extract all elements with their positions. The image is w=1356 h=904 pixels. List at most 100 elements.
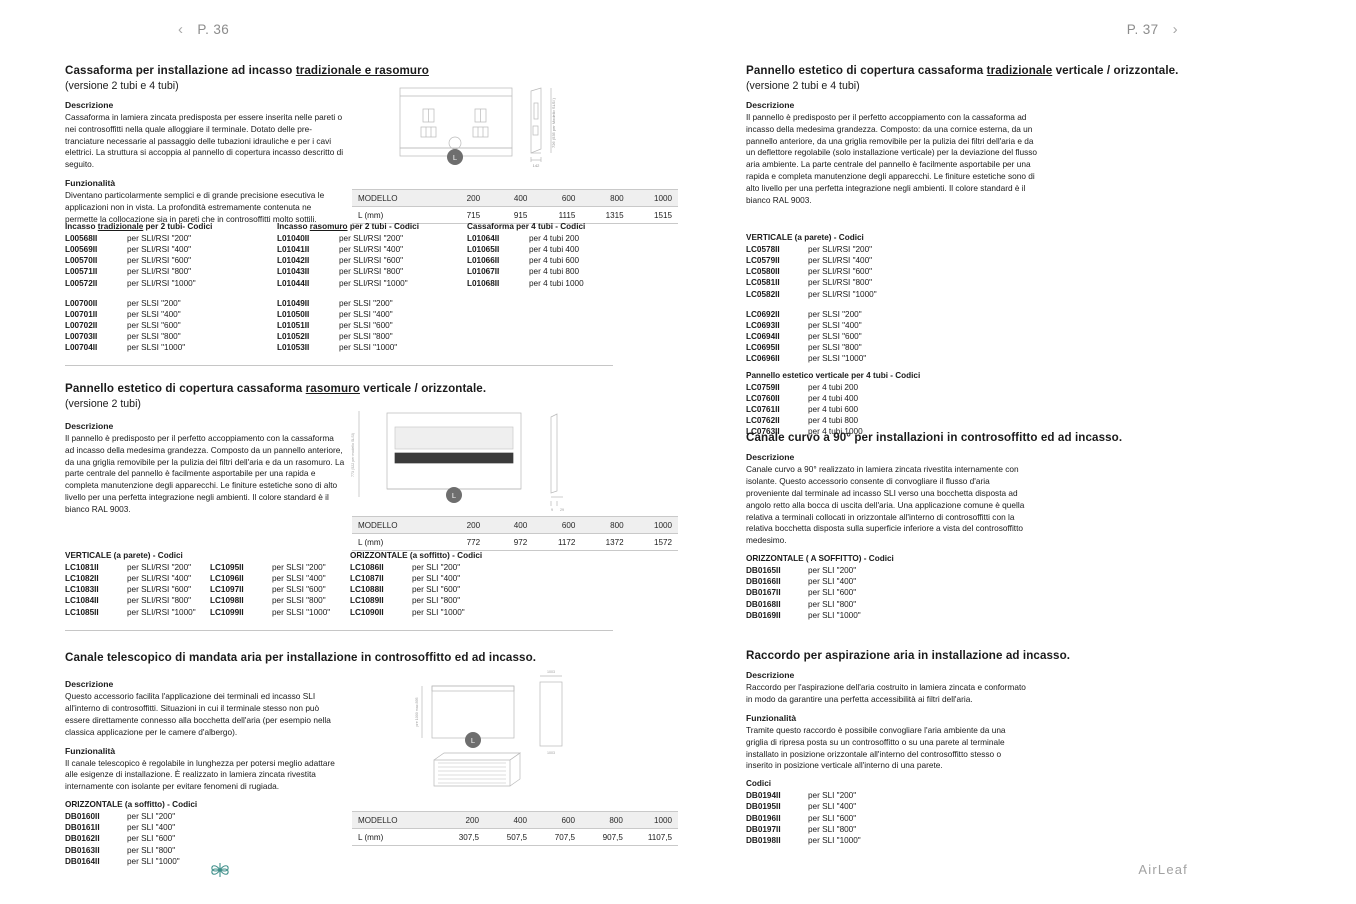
- list-item: LC1085II per SLI/RSI "1000": [65, 607, 196, 617]
- code-list: LC1095II per SLSI "200" LC1096II per SLSI …: [210, 562, 350, 618]
- heading-descrizione: Descrizione: [746, 99, 795, 110]
- list-item: DB0198II per SLI "1000": [746, 835, 861, 845]
- list-item: L00572II per SLI/RSI "1000": [65, 278, 196, 288]
- list-item: L00701II per SLSI "400": [65, 309, 181, 319]
- list-item: DB0162II per SLI "600": [65, 834, 176, 844]
- list-item: DB0169II per SLI "1000": [746, 610, 861, 620]
- code-group-heading: Pannello estetico verticale per 4 tubi -…: [746, 370, 921, 380]
- heading-descrizione: Descrizione: [65, 420, 114, 431]
- L-badge-label: L: [471, 736, 475, 745]
- table-header-row: MODELLO 200 400 600 800 1000: [352, 811, 678, 829]
- list-item: LC0581II per SLI/RSI "800": [746, 278, 873, 288]
- pager-right[interactable]: P. 37 ›: [1127, 22, 1178, 37]
- chevron-left-icon[interactable]: ‹: [178, 21, 184, 38]
- list-item: DB0196II per SLI "600": [746, 813, 857, 823]
- list-item: L00570II per SLI/RSI "600": [65, 256, 192, 266]
- list-item: L00703II per SLSI "800": [65, 332, 181, 342]
- list-item: LC0760II per 4 tubi 400: [746, 393, 859, 403]
- code-group-heading: ORIZZONTALE (a soffitto) - Codici: [350, 551, 483, 560]
- list-item: L01043II per SLI/RSI "800": [277, 267, 404, 277]
- list-item: LC0694II per SLSI "600": [746, 332, 862, 342]
- list-item: LC0579II per SLI/RSI "400": [746, 256, 873, 266]
- list-item: L01041II per SLI/RSI "400": [277, 245, 404, 255]
- dim-d2: 1003: [547, 751, 555, 755]
- page-number-left: P. 36: [197, 22, 230, 37]
- list-item: DB0164II per SLI "1000": [65, 856, 180, 866]
- list-item: LC1096II per SLSI "400": [210, 574, 326, 584]
- section-title: Canale telescopico di mandata aria per i…: [65, 651, 537, 664]
- list-item: LC0582II per SLI/RSI "1000": [746, 289, 877, 299]
- code-list: LC1086II per SLI "200" LC1087II per SLI "4…: [350, 562, 530, 618]
- heading-funzionalita: Funzionalità: [65, 745, 116, 756]
- list-item: DB0166II per SLI "400": [746, 577, 857, 587]
- list-item: L01040II per SLI/RSI "200": [277, 234, 404, 243]
- code-list: L01040II per SLI/RSI "200" L01041II per SL…: [277, 233, 467, 354]
- dim-d2: 29: [560, 508, 564, 512]
- list-item: LC0578II per SLI/RSI "200": [746, 245, 873, 254]
- section-title: Raccordo per aspirazione aria in install…: [746, 649, 1071, 662]
- section-subtitle: (versione 2 tubi e 4 tubi): [746, 80, 860, 93]
- list-item: DB0168II per SLI "800": [746, 599, 857, 609]
- heading-descrizione: Descrizione: [65, 679, 114, 690]
- list-item: DB0163II per SLI "800": [65, 845, 176, 855]
- list-item: LC1087II per SLI "400": [350, 574, 461, 584]
- list-item: L01049II per SLSI "200": [277, 298, 393, 308]
- heading-funzionalita: Funzionalità: [65, 178, 116, 189]
- code-group: VERTICALE (a parete) - Codici LC1081II pe…: [65, 551, 350, 618]
- list-item: L01042II per SLI/RSI "600": [277, 256, 404, 266]
- list-item: DB0160II per SLI "200": [65, 812, 176, 822]
- list-item: L01068II per 4 tubi 1000: [467, 278, 584, 288]
- spec-table-canale-telescopico: MODELLO 200 400 600 800 1000 L (mm) 307,…: [352, 811, 678, 846]
- pager-left[interactable]: ‹ P. 36: [178, 22, 229, 37]
- section-pannello-tradizionale: Pannello estetico di copertura cassaform…: [746, 63, 1294, 214]
- list-item: LC1098II per SLSI "800": [210, 596, 326, 606]
- descrizione-text: Cassaforma in lamiera zincata predispost…: [65, 111, 344, 170]
- list-item: DB0194II per SLI "200": [746, 791, 857, 801]
- section-cassaforma-incasso: Cassaforma per installazione ad incasso …: [65, 63, 613, 233]
- code-group-heading: Incasso rasomuro per 2 tubi - Codici: [277, 222, 419, 231]
- section-canale-curvo: Canale curvo a 90° per installazioni in …: [746, 430, 1294, 621]
- list-item: L01050II per SLSI "400": [277, 309, 393, 319]
- list-item: L01065II per 4 tubi 400: [467, 245, 580, 255]
- butterfly-logo-icon: [207, 857, 233, 888]
- section-title: Pannello estetico di copertura cassaform…: [746, 64, 1179, 77]
- figure-canale-telescopico: pre 1000 max 895 1003 1003 L: [410, 668, 610, 808]
- section-divider: [65, 365, 613, 366]
- section-subtitle: (versione 2 tubi): [65, 398, 141, 411]
- code-group-heading: Cassaforma per 4 tubi - Codici: [467, 222, 586, 231]
- code-list: LC0578II per SLI/RSI "200" LC0579II per SL…: [746, 244, 1016, 365]
- code-list: DB0160II per SLI "200" DB0161II per SLI "4…: [65, 811, 613, 867]
- brand-footer: AirLeaf: [1138, 862, 1188, 877]
- dim-d1: 9: [551, 508, 553, 512]
- list-item: DB0165II per SLI "200": [746, 566, 857, 576]
- list-item: LC1088II per SLI "600": [350, 585, 461, 595]
- section-title: Pannello estetico di copertura cassaform…: [65, 382, 487, 395]
- code-list: DB0165II per SLI "200" DB0166II per SLI "4…: [746, 565, 1294, 621]
- list-item: LC1081II per SLI/RSI "200": [65, 563, 192, 572]
- L-badge-label: L: [453, 153, 457, 162]
- code-list: L00568II per SLI/RSI "200" L00569II per SL…: [65, 233, 277, 354]
- list-item: LC1099II per SLSI "1000": [210, 607, 331, 617]
- section-raccordo-aspirazione: Raccordo per aspirazione aria in install…: [746, 648, 1294, 846]
- list-item: L00700II per SLSI "200": [65, 298, 181, 308]
- chevron-right-icon[interactable]: ›: [1172, 21, 1178, 38]
- list-item: LC0763II per 4 tubi 1000: [746, 427, 863, 437]
- dim-height: 773 (522 per modello SLSI): [351, 433, 355, 477]
- section-canale-telescopico: Canale telescopico di mandata aria per i…: [65, 650, 613, 867]
- list-item: L01044II per SLI/RSI "1000": [277, 278, 408, 288]
- code-list: DB0194II per SLI "200" DB0195II per SLI "4…: [746, 790, 1294, 846]
- list-item: L00704II per SLSI "1000": [65, 343, 186, 353]
- list-item: LC0695II per SLSI "800": [746, 343, 862, 353]
- heading-descrizione: Descrizione: [746, 452, 795, 463]
- page-left: Cassaforma per installazione ad incasso …: [65, 63, 678, 888]
- descrizione-text: Il pannello è predisposto per il perfett…: [746, 111, 1038, 205]
- list-item: LC1086II per SLI "200": [350, 563, 461, 572]
- code-group-heading: VERTICALE (a parete) - Codici: [65, 551, 183, 560]
- list-item: LC0759II per 4 tubi 200: [746, 382, 859, 392]
- list-item: L00568II per SLI/RSI "200": [65, 234, 192, 243]
- code-list: LC1081II per SLI/RSI "200" LC1082II per SL…: [65, 562, 210, 618]
- list-item: LC1083II per SLI/RSI "600": [65, 585, 192, 595]
- list-item: L01052II per SLSI "800": [277, 332, 393, 342]
- code-group: Cassaforma per 4 tubi - Codici L01064II p…: [467, 222, 613, 354]
